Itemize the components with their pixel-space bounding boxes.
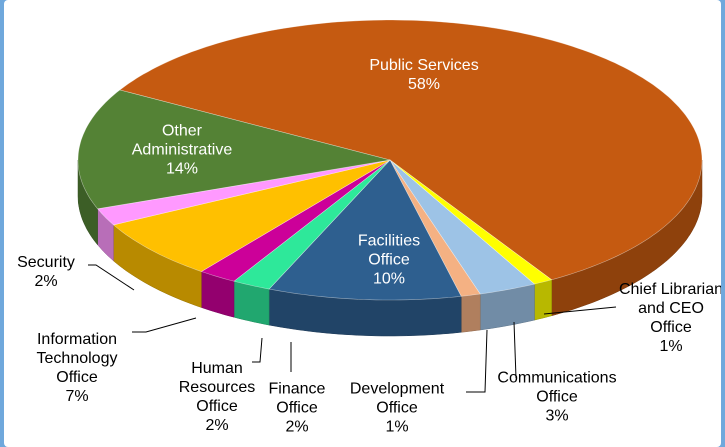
slice-label: Security 2% [6,253,86,291]
category-name: Information Technology Office [36,331,118,386]
slice-label: Development Office 1% [342,380,452,437]
category-name: Security [17,254,75,271]
category-name: Chief Librarian and CEO Office [618,281,721,336]
value-label: 2% [34,273,58,290]
slice-label: Human Resources Office 2% [175,359,260,435]
slice [77,89,391,210]
value-label: 58% [407,76,441,93]
slice-label: Finance Office 2% [267,380,327,437]
slice-label: Communications Office 3% [487,369,627,426]
leader-line [88,264,135,291]
chart [77,19,703,393]
slice-label: Public Services 58% [369,56,479,94]
slice [112,159,391,272]
value-label: 1% [659,338,683,355]
slice [268,159,462,301]
slice-tops [77,19,703,301]
slice [233,159,391,290]
category-name: Finance Office [268,380,326,417]
value-label: 10% [372,270,406,288]
slice-side [460,293,481,333]
value-label: 2% [205,417,229,434]
category-name: Other Administrative [131,122,233,159]
value-label: 14% [165,160,199,178]
slice-side [534,279,552,321]
leader-line [466,329,488,393]
value-label: 1% [385,418,409,436]
value-label: 3% [545,407,569,425]
category-name: Human Resources Office [178,360,256,415]
leader-line [513,321,517,379]
slice-label: Information Technology Office 7% [27,330,127,406]
slice-label: Other Administrative 14% [117,122,247,179]
slice [200,159,391,282]
category-name: Facilities Office [357,232,421,269]
leader-line [543,306,617,315]
slice-label: Facilities Office 10% [344,232,434,289]
slice [389,159,536,295]
category-name: Public Services [369,57,479,74]
value-label: 7% [65,388,89,405]
chart-panel: Public Services 58% Chief Librarian and CE… [4,0,721,447]
category-name: Development Office [349,380,445,417]
leader-line [132,317,197,333]
leader-line [252,337,263,363]
slice [97,159,391,226]
category-name: Communications Office [497,369,617,406]
slice [119,19,703,281]
slice-label: Chief Librarian and CEO Office 1% [616,280,721,356]
value-label: 2% [285,418,309,436]
